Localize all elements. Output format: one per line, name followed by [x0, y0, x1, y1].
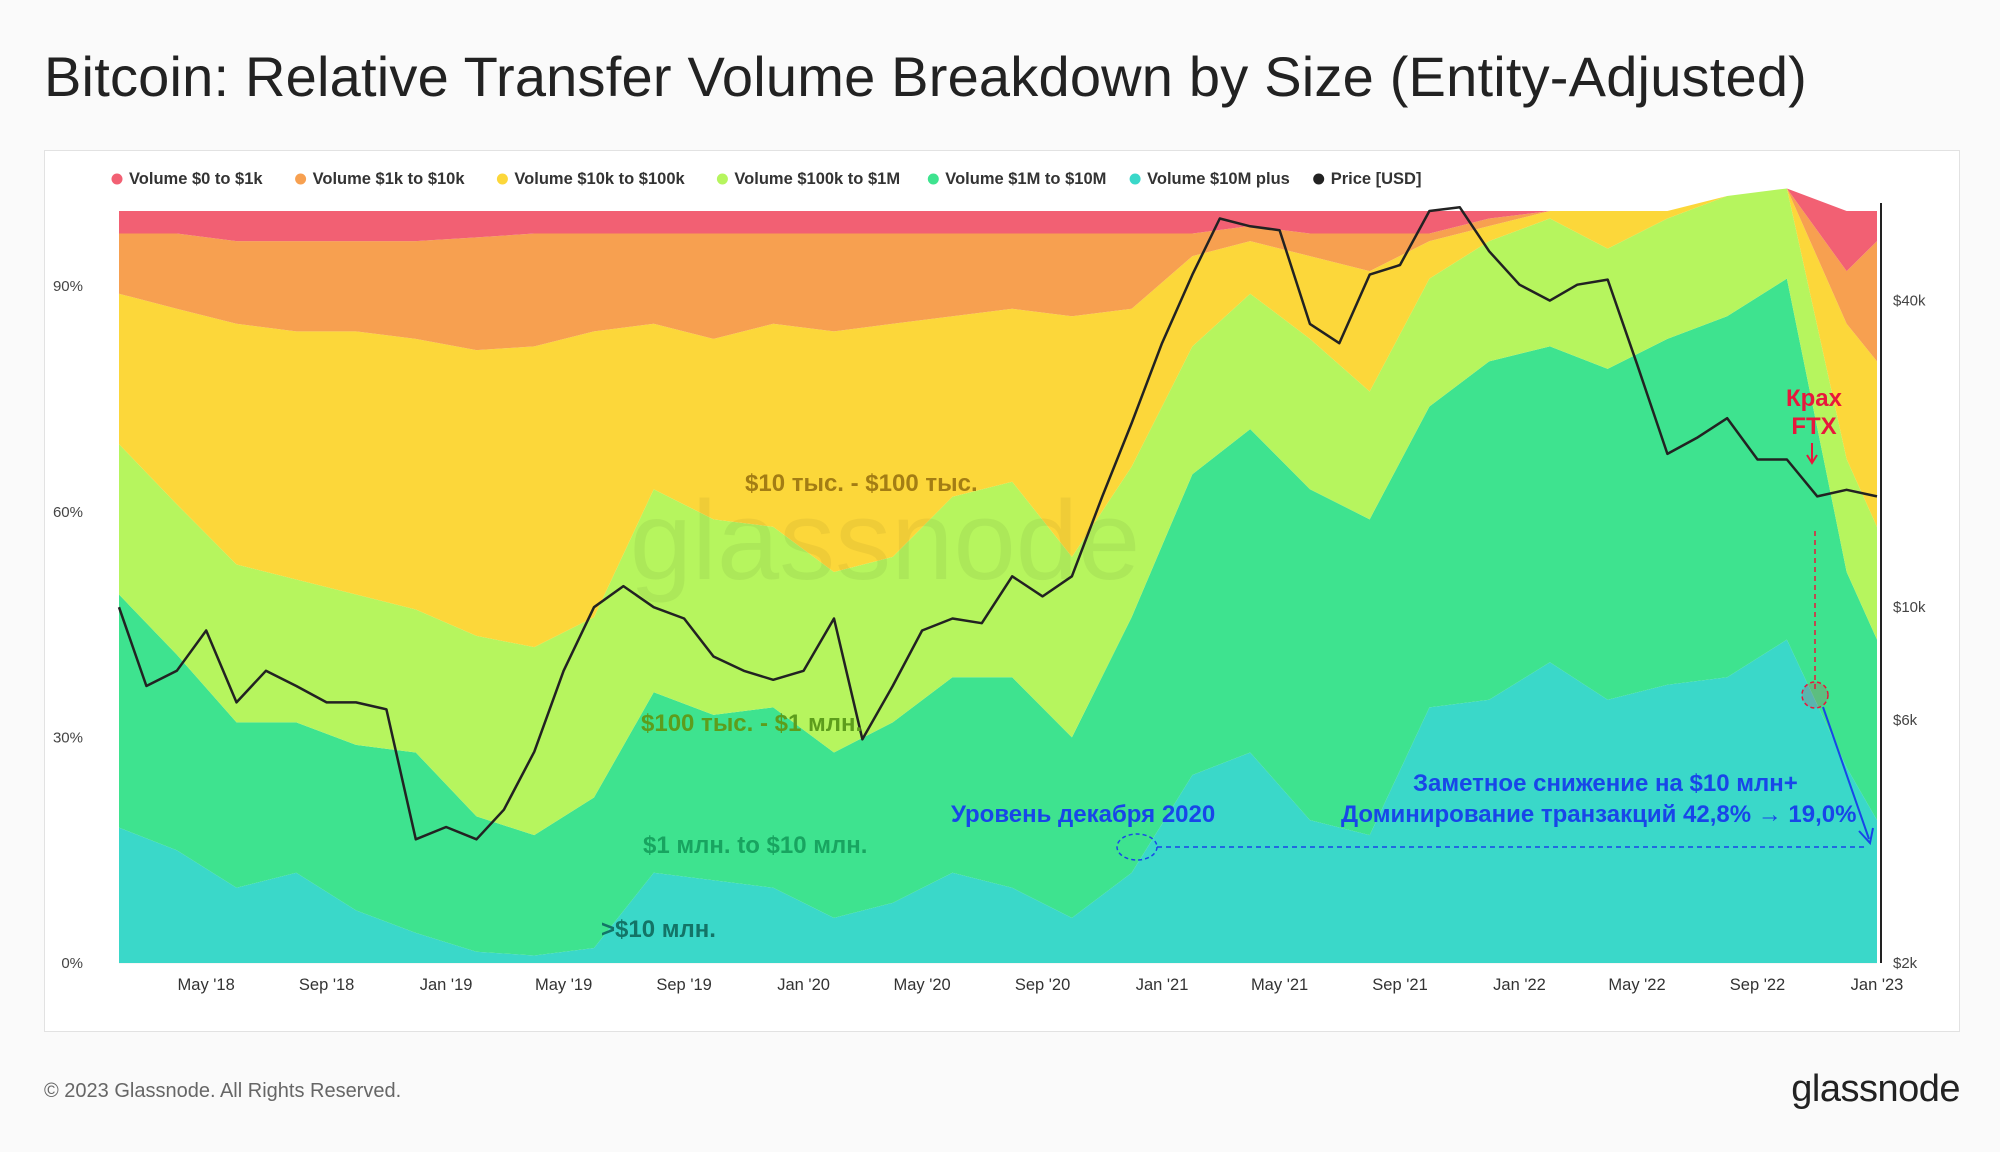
area-volume-0-to-1k	[119, 188, 1877, 272]
area-volume-1m-to-10m	[119, 278, 1877, 956]
x-tick-label: Sep '18	[299, 976, 354, 994]
legend-item[interactable]: Volume $100k to $1M	[716, 170, 900, 188]
legend-swatch	[927, 173, 939, 185]
x-tick-label: May '20	[893, 976, 950, 994]
legend-item[interactable]: Volume $10k to $100k	[496, 170, 686, 188]
legend-label: Volume $1k to $10k	[313, 170, 466, 188]
legend-item[interactable]: Volume $1k to $10k	[295, 170, 465, 188]
legend-swatch	[1129, 173, 1141, 185]
annotation-label: $100 тыс. - $1 млн.	[641, 710, 862, 737]
legend-swatch	[295, 173, 307, 185]
legend-swatch	[496, 173, 508, 185]
legend-label: Volume $10M plus	[1147, 170, 1290, 188]
legend-label: Volume $100k to $1M	[734, 170, 900, 188]
legend-item[interactable]: Price [USD]	[1313, 170, 1421, 188]
ftx-marker-circle	[1801, 681, 1829, 709]
y-left-tick-label: 0%	[61, 955, 83, 972]
price-line	[117, 206, 1878, 841]
annotation-label: Уровень декабря 2020	[951, 801, 1215, 828]
legend-label: Volume $1M to $10M	[945, 170, 1106, 188]
watermark: glassnode	[630, 478, 1141, 603]
area-volume-10k-to-100k	[119, 188, 1877, 648]
axes: 0% 30% 60% 90% $2k $6k $10k $40k May '18 Sep '18 J…	[53, 203, 1926, 994]
x-tick-label: May '22	[1608, 976, 1665, 994]
legend-swatch	[111, 173, 123, 185]
chart-svg: Volume $0 to $1k Volume $1k to $10k Volume…	[53, 170, 1926, 994]
legend-label: Volume $10k to $100k	[514, 170, 685, 188]
legend: Volume $0 to $1k Volume $1k to $10k Volume…	[111, 170, 1421, 188]
x-tick-label: Sep '19	[656, 976, 711, 994]
x-tick-label: Jan '23	[1851, 976, 1904, 994]
legend-swatch	[716, 173, 728, 185]
annotation-label: Заметное снижение на $10 млн+	[1413, 770, 1798, 797]
x-tick-label: Jan '22	[1493, 976, 1546, 994]
area-volume-100k-to-1m	[119, 188, 1877, 836]
x-tick-label: Jan '21	[1136, 976, 1189, 994]
annotations: $10 тыс. - $100 тыс. $100 тыс. - $1 млн. $…	[601, 385, 1874, 943]
x-tick-label: Jan '20	[777, 976, 830, 994]
y-right-tick-label: $40k	[1893, 293, 1926, 310]
annotation-label: Доминирование транзакций 42,8% → 19,0%	[1341, 801, 1856, 828]
y-left-tick-label: 30%	[53, 729, 83, 746]
legend-label: Volume $0 to $1k	[129, 170, 263, 188]
legend-swatch	[1313, 173, 1325, 185]
legend-item[interactable]: Volume $0 to $1k	[111, 170, 264, 188]
x-tick-label: Sep '21	[1372, 976, 1427, 994]
y-right-tick-label: $6k	[1893, 712, 1918, 729]
annotation-label: FTX	[1791, 413, 1836, 440]
decline-arrowhead	[1858, 827, 1874, 846]
legend-label: Price [USD]	[1331, 170, 1422, 188]
area-volume-1k-to-10k	[119, 188, 1877, 362]
x-tick-label: Jan '19	[420, 976, 473, 994]
x-tick-label: May '21	[1251, 976, 1308, 994]
annotation-label: Крах	[1786, 385, 1843, 412]
x-tick-label: Sep '20	[1015, 976, 1070, 994]
y-right-tick-label: $10k	[1893, 599, 1926, 616]
chart-title: Bitcoin: Relative Transfer Volume Breakd…	[44, 45, 1808, 108]
stacked-areas	[119, 188, 1877, 963]
legend-item[interactable]: Volume $10M plus	[1129, 170, 1290, 188]
price-series-line	[117, 206, 1878, 841]
y-left-tick-label: 60%	[53, 504, 83, 521]
legend-item[interactable]: Volume $1M to $10M	[927, 170, 1107, 188]
chart-panel: Volume $0 to $1k Volume $1k to $10k Volume…	[44, 150, 1960, 1032]
ftx-arrowhead	[1806, 454, 1818, 465]
x-tick-label: May '18	[178, 976, 235, 994]
y-right-tick-label: $2k	[1893, 955, 1918, 972]
x-tick-label: May '19	[535, 976, 592, 994]
area-volume-10m-plus	[119, 639, 1877, 963]
glassnode-logo: glassnode	[1791, 1068, 1960, 1110]
decline-arrow	[1822, 706, 1870, 840]
copyright: © 2023 Glassnode. All Rights Reserved.	[44, 1080, 402, 1102]
x-tick-label: Sep '22	[1730, 976, 1785, 994]
annotation-label: $10 тыс. - $100 тыс.	[745, 470, 978, 497]
annotation-label: $1 млн. to $10 млн.	[643, 832, 867, 859]
annotation-label: >$10 млн.	[601, 916, 716, 943]
y-left-tick-label: 90%	[53, 278, 83, 295]
